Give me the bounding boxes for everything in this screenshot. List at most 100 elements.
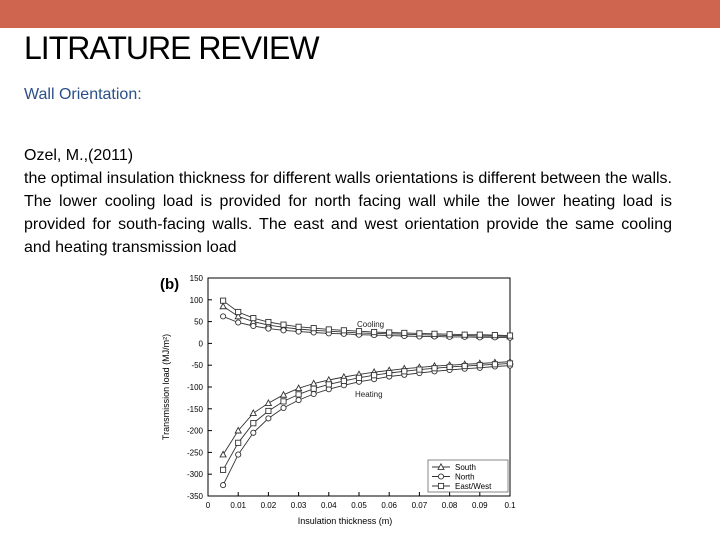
- y-tick-label: -200: [187, 427, 204, 436]
- x-tick-label: 0: [206, 501, 211, 510]
- data-point-triangle: [249, 409, 258, 417]
- data-point-square: [386, 329, 393, 336]
- citation: Ozel, M.,(2011): [24, 147, 134, 164]
- data-point-square: [295, 391, 302, 398]
- legend-label: East/West: [455, 482, 492, 491]
- x-tick-label: 0.1: [504, 501, 516, 510]
- data-point-square: [416, 366, 423, 373]
- data-point-square: [355, 328, 363, 335]
- data-point-square: [476, 331, 483, 338]
- x-tick-label: 0.01: [230, 501, 246, 510]
- data-point-square: [431, 365, 438, 372]
- data-point-circle: [220, 482, 227, 489]
- data-point-triangle: [219, 302, 227, 310]
- data-point-square: [325, 381, 332, 388]
- paragraph: the optimal insulation thickness for dif…: [24, 170, 672, 256]
- annotation-heating: Heating: [355, 390, 383, 399]
- data-point-square: [431, 330, 438, 337]
- data-point-circle: [295, 397, 302, 404]
- data-point-square: [506, 332, 514, 339]
- y-axis-label: Transmission load (MJ/m²): [161, 334, 171, 440]
- y-tick-label: 150: [190, 274, 204, 283]
- y-tick-label: -250: [187, 448, 204, 457]
- transmission-load-chart: (b) 150 100 50 0 -50 -100 -150 -200 -250 -300 -350…: [160, 274, 516, 526]
- x-tick-label: 0.04: [321, 501, 337, 510]
- data-point-square: [280, 398, 287, 405]
- data-point-circle: [265, 325, 272, 332]
- annotation-cooling: Cooling: [357, 320, 384, 329]
- x-tick-label: 0.02: [261, 501, 277, 510]
- data-point-square: [461, 331, 468, 338]
- legend-label: South: [455, 463, 476, 472]
- data-point-square: [220, 297, 227, 304]
- data-point-square: [386, 369, 393, 377]
- data-point-square: [250, 420, 257, 427]
- data-point-triangle: [219, 450, 227, 458]
- data-point-square: [235, 439, 242, 446]
- data-point-square: [416, 330, 423, 337]
- data-point-circle: [235, 451, 242, 458]
- data-point-square: [401, 329, 408, 336]
- slide-body: Ozel, M.,(2011) the optimal insulation t…: [24, 144, 672, 259]
- data-point-circle: [265, 415, 272, 422]
- x-tick-label: 0.07: [412, 501, 428, 510]
- data-point-triangle: [294, 384, 303, 392]
- data-point-square: [265, 318, 272, 326]
- plot-area: [207, 277, 511, 497]
- data-point-square: [250, 315, 257, 322]
- data-point-square: [461, 363, 468, 370]
- data-point-square: [446, 331, 453, 338]
- data-point-square: [220, 466, 227, 473]
- x-tick-label: 0.06: [381, 501, 397, 510]
- data-point-square: [371, 372, 378, 379]
- data-point-square: [401, 368, 408, 375]
- x-axis-label: Insulation thickness (m): [298, 516, 393, 526]
- data-point-square: [446, 363, 453, 370]
- data-point-square: [506, 360, 514, 367]
- y-tick-label: -350: [187, 492, 204, 501]
- data-point-square: [340, 327, 347, 334]
- x-tick-label: 0.05: [351, 501, 367, 510]
- data-point-triangle: [279, 390, 288, 398]
- data-point-square: [295, 323, 302, 330]
- data-point-square: [371, 329, 378, 336]
- series-heating-south: [219, 357, 514, 458]
- x-tick-label: 0.03: [291, 501, 307, 510]
- data-point-circle: [250, 322, 257, 330]
- data-point-square: [491, 361, 498, 368]
- data-point-circle: [235, 319, 242, 326]
- data-point-square: [235, 308, 242, 316]
- data-point-square: [310, 325, 317, 332]
- data-point-triangle: [234, 426, 242, 434]
- legend-marker-triangle: [437, 462, 445, 470]
- series-heating-east-west: [220, 360, 514, 473]
- data-point-square: [280, 321, 287, 328]
- legend-marker-square: [437, 482, 445, 490]
- data-point-circle: [220, 313, 227, 320]
- header-bar: [0, 0, 720, 28]
- data-point-square: [310, 385, 317, 392]
- legend-label: North: [455, 473, 475, 482]
- data-point-circle: [280, 327, 287, 334]
- legend-marker-circle: [437, 473, 445, 480]
- data-point-square: [265, 407, 272, 415]
- y-tick-label: -150: [187, 405, 204, 414]
- slide-title: LITRATURE REVIEW: [24, 30, 320, 66]
- y-tick-label: 50: [194, 318, 203, 327]
- data-point-square: [355, 374, 363, 381]
- data-point-circle: [250, 429, 257, 436]
- slide-subtitle: Wall Orientation:: [24, 86, 142, 103]
- data-point-circle: [280, 404, 287, 411]
- data-point-square: [325, 326, 332, 333]
- data-point-triangle: [234, 312, 242, 320]
- x-tick-label: 0.09: [472, 501, 488, 510]
- y-tick-label: -300: [187, 470, 204, 479]
- y-tick-label: 0: [199, 339, 204, 348]
- x-tick-label: 0.08: [442, 501, 458, 510]
- y-tick-label: -100: [187, 383, 204, 392]
- data-point-triangle: [264, 398, 273, 406]
- panel-label: (b): [160, 276, 179, 293]
- series-cooling-east-west: [220, 297, 514, 339]
- data-point-square: [491, 332, 498, 339]
- data-point-square: [340, 377, 347, 384]
